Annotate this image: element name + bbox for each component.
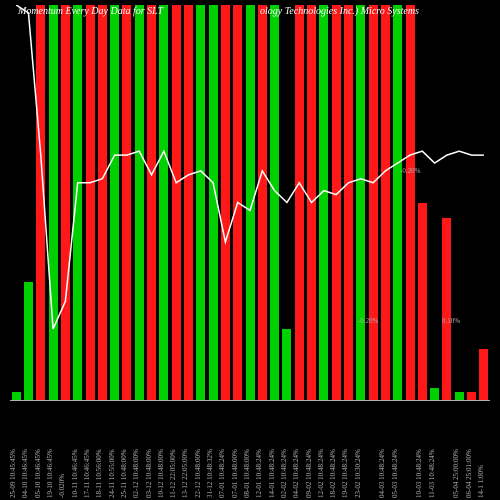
x-axis-label: 04-10 10:46:45%	[21, 449, 29, 498]
x-axis-label: -0.020%	[58, 474, 66, 498]
x-axis-label: 07-01 10:48:24%	[218, 449, 226, 498]
x-axis-label: 31-12 10:48:32%	[206, 449, 214, 498]
x-axis-label: 03-12 10:48:00%	[145, 449, 153, 498]
x-axis-label: 24-11 10:55:00%	[108, 449, 116, 498]
line-overlay	[10, 5, 490, 400]
x-axis-label: 19-02 10:48:24%	[341, 449, 349, 498]
momentum-chart: Momentum Every Day Data for SLT ology Te…	[0, 0, 500, 500]
x-axis-label: 04-02 10:48:24%	[292, 449, 300, 498]
x-axis-label: 04-03 10:48:24%	[378, 449, 386, 498]
x-axis-label: 25-09 10:45:45%	[9, 449, 17, 498]
x-axis-label: 14-01 10:48:24%	[268, 449, 276, 498]
x-axis-label: 11-12 22:05:00%	[169, 449, 177, 498]
x-axis-label: 05-03 10:48:24%	[391, 449, 399, 498]
x-axis-label: 02-02 10:48:24%	[280, 449, 288, 498]
x-axis-label: 02-12 10:48:00%	[132, 449, 140, 498]
x-axis-baseline	[10, 400, 490, 401]
x-axis-label: 22-12 10:48:00%	[194, 449, 202, 498]
x-axis-label: 11-03 10:48:24%	[428, 449, 436, 498]
x-axis-label: 10-11 10:46:45%	[71, 449, 79, 498]
plot-area	[10, 5, 490, 400]
x-axis-label: 18-11 10:56:00%	[95, 449, 103, 498]
x-axis-label: 19-10 10:46:45%	[46, 449, 54, 498]
x-axis-labels: 25-09 10:45:45% 04-10 10:46:45% 05-10 10:4…	[10, 402, 490, 497]
x-axis-label: 05-10 10:46:45%	[34, 449, 42, 498]
x-axis-label: 14-1 1:00%	[477, 465, 485, 498]
x-axis-label: 10-12 10:48:00%	[157, 449, 165, 498]
x-axis-label: 17-11 10:46:45%	[83, 449, 91, 498]
x-axis-label: 25-11 10:48:00%	[120, 449, 128, 498]
x-axis-label: 05-04 25:00:00%	[452, 449, 460, 498]
x-axis-label: 13-12 22:05:00%	[181, 449, 189, 498]
x-axis-label: 12-02 10:48:24%	[317, 449, 325, 498]
x-axis-label: 06-04 25:01:00%	[465, 449, 473, 498]
x-axis-label: 09-02 10:48:24%	[305, 449, 313, 498]
x-axis-label: 18-02 10:48:24%	[329, 449, 337, 498]
x-axis-label: 10-03 10:48:24%	[415, 449, 423, 498]
chart-title-right: ology Technologies Inc.) Micro Systems	[260, 6, 419, 17]
x-axis-label: 07-01 10:48:00%	[231, 449, 239, 498]
chart-title-left: Momentum Every Day Data for SLT	[18, 6, 163, 17]
x-axis-label: 23-02 10:30:24%	[354, 449, 362, 498]
x-axis-label: 08-01 10:48:00%	[243, 449, 251, 498]
x-axis-label: 12-01 10:48:24%	[255, 449, 263, 498]
